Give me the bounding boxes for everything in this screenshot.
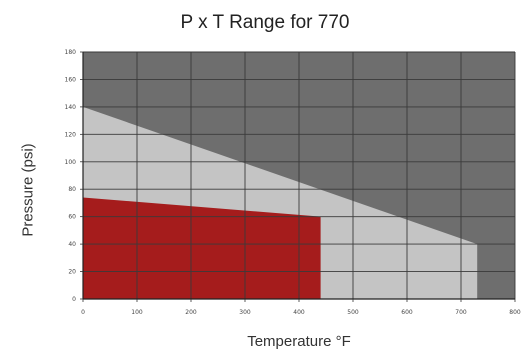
x-tick-label: 600 bbox=[401, 309, 413, 316]
y-axis-label: Pressure (psi) bbox=[19, 143, 37, 237]
x-tick-label: 200 bbox=[185, 309, 197, 316]
y-tick-label: 60 bbox=[68, 214, 76, 221]
y-tick-label: 140 bbox=[65, 104, 77, 111]
y-tick-label: 40 bbox=[68, 241, 76, 248]
x-tick-labels: 0 100 200 300 400 500 600 700 800 bbox=[81, 309, 521, 316]
axes-layer bbox=[80, 51, 516, 302]
y-tick-label: 120 bbox=[65, 131, 77, 138]
y-tick-label: 0 bbox=[72, 296, 76, 303]
y-tick-label: 180 bbox=[65, 49, 77, 56]
y-tick-labels: 0 20 40 60 80 100 120 140 160 180 bbox=[65, 49, 77, 303]
y-tick-label: 160 bbox=[65, 76, 77, 83]
y-tick-label: 100 bbox=[65, 159, 77, 166]
x-tick-label: 100 bbox=[131, 309, 143, 316]
chart-title: P x T Range for 770 bbox=[180, 12, 350, 33]
x-tick-label: 300 bbox=[239, 309, 251, 316]
y-tick-label: 20 bbox=[68, 269, 76, 276]
x-tick-label: 400 bbox=[293, 309, 305, 316]
x-tick-label: 500 bbox=[347, 309, 359, 316]
x-axis-label: Temperature °F bbox=[247, 333, 351, 350]
x-tick-label: 800 bbox=[509, 309, 521, 316]
inner-range-region bbox=[83, 197, 321, 299]
x-tick-label: 700 bbox=[455, 309, 467, 316]
y-tick-label: 80 bbox=[68, 186, 76, 193]
regions-layer bbox=[83, 106, 478, 299]
x-tick-label: 0 bbox=[81, 309, 85, 316]
